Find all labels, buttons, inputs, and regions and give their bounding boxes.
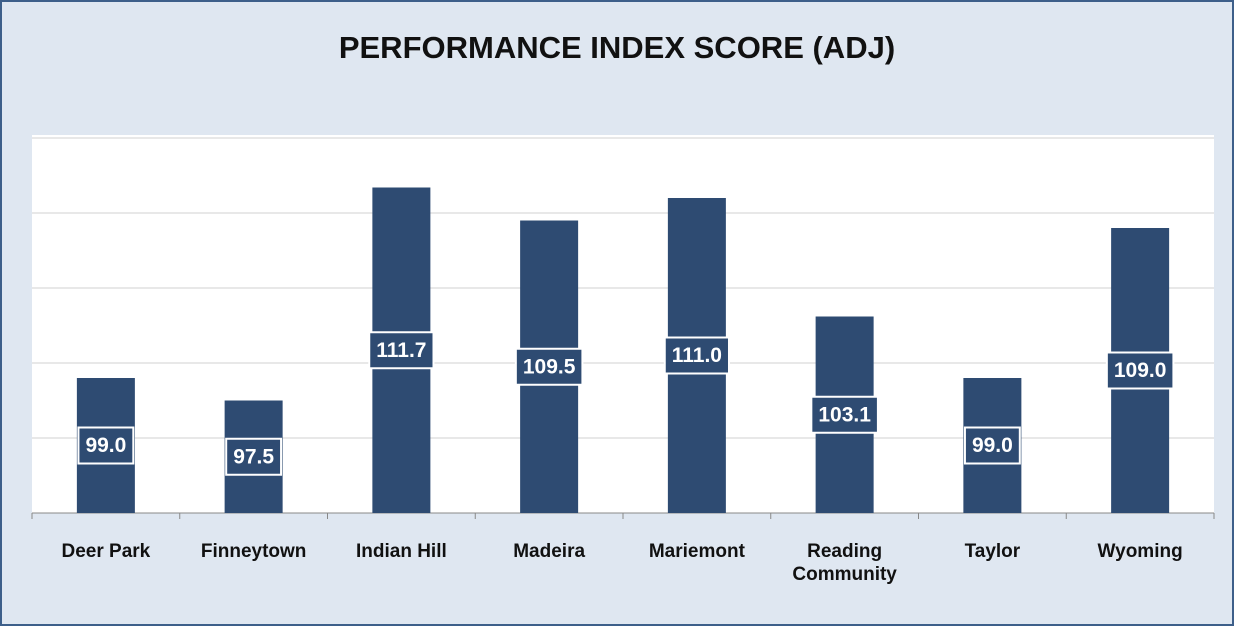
value-label: 109.0 xyxy=(1114,359,1167,382)
value-label-box xyxy=(963,426,1021,465)
value-label: 99.0 xyxy=(972,434,1013,457)
x-tick-label: Madeira xyxy=(513,541,586,562)
x-tick-label: Indian Hill xyxy=(355,541,447,562)
x-tick-label: Reading Community xyxy=(792,541,897,585)
x-tick-label: Wyoming xyxy=(1097,541,1183,562)
value-label: 103.1 xyxy=(818,403,871,426)
value-label: 97.5 xyxy=(233,445,274,468)
value-label-box xyxy=(514,347,584,386)
x-tick-label: Finneytown xyxy=(200,541,307,562)
value-label-box xyxy=(663,336,730,375)
x-tick-label: Mariemont xyxy=(648,541,745,562)
x-tick-label: Deer Park xyxy=(61,541,151,562)
value-label-box xyxy=(1105,351,1175,390)
value-label-box xyxy=(368,331,435,370)
value-label: 111.7 xyxy=(376,339,426,362)
value-label: 109.5 xyxy=(523,355,576,378)
chart-title: PERFORMANCE INDEX SCORE (ADJ) xyxy=(339,30,895,65)
x-tick-label: Taylor xyxy=(964,541,1021,562)
plot-area xyxy=(32,135,1214,513)
value-label: 99.0 xyxy=(85,434,126,457)
value-label-box xyxy=(225,437,283,476)
value-label-box xyxy=(810,395,879,434)
value-label: 111.0 xyxy=(672,344,722,367)
value-label-box xyxy=(77,426,135,465)
